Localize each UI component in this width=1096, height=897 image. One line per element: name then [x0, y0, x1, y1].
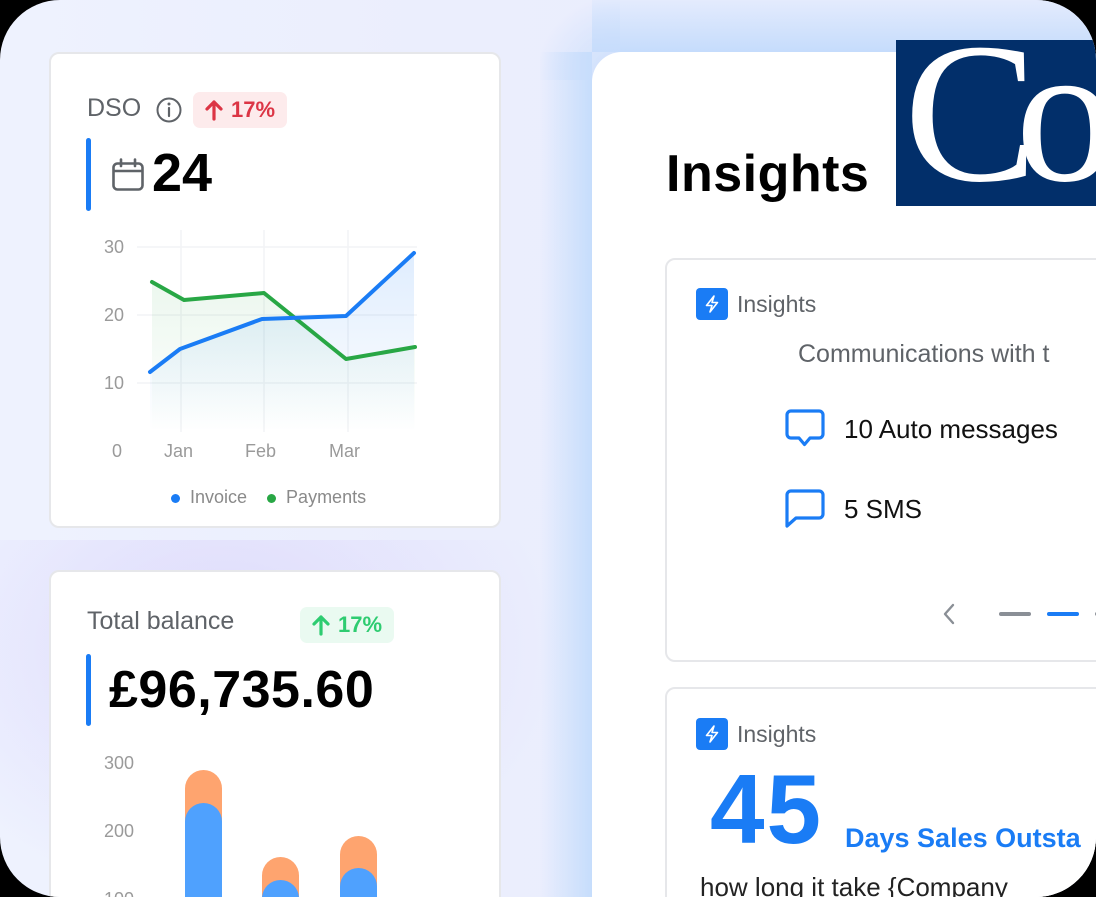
insights-badge: Insights [696, 288, 816, 320]
panel-title: Insights [666, 145, 870, 203]
badge-label: Insights [737, 290, 817, 317]
chevron-left-icon[interactable] [939, 601, 959, 627]
dso-line-chart [137, 230, 417, 432]
dso-value: 24 [152, 143, 213, 203]
y-tick: 10 [104, 373, 125, 393]
y-tick: 30 [104, 237, 125, 257]
company-logo: Co [896, 40, 1096, 206]
communications-heading: Communications with t [798, 340, 1050, 368]
insight-card-communications: Insights Communications with t 10 Auto m… [665, 258, 1096, 662]
message-square-icon [785, 489, 825, 528]
balance-value: £96,735.60 [109, 661, 375, 719]
legend-item-payments: Payments [267, 487, 366, 508]
y-tick: 200 [104, 821, 135, 841]
legend-label: Invoice [190, 487, 248, 507]
list-item-auto-messages: 10 Auto messages [784, 408, 1058, 450]
dso-big-number: 45 [710, 754, 824, 864]
legend-dot-icon [171, 493, 180, 503]
calendar-icon [112, 158, 144, 191]
dso-change-badge: 17% [193, 92, 288, 128]
y-tick: 100 [104, 889, 134, 897]
x-tick: Jan [164, 441, 194, 461]
list-item-sms: 5 SMS [784, 488, 922, 530]
y-tick: 300 [104, 753, 135, 773]
arrow-up-icon [312, 615, 330, 636]
item-label: 5 SMS [844, 493, 923, 524]
y-tick: 0 [112, 441, 123, 461]
pager-dot-active[interactable] [1047, 612, 1079, 616]
badge-label: Insights [737, 720, 817, 747]
balance-change-badge: 17% [300, 607, 395, 643]
legend-item-invoice: Invoice [171, 487, 247, 508]
chart-legend: Invoice Payments [171, 487, 366, 508]
y-tick: 20 [104, 305, 125, 325]
x-tick: Mar [329, 441, 360, 461]
insights-badge: Insights [696, 718, 816, 750]
accent-bar [86, 138, 91, 211]
panel-glow [540, 52, 592, 897]
balance-bar-chart [185, 770, 377, 897]
balance-change-value: 17% [338, 612, 383, 637]
info-icon[interactable] [155, 96, 183, 124]
carousel-pager [939, 601, 1096, 627]
insight-card-dso: Insights [665, 687, 1096, 897]
chat-bubble-icon [785, 409, 825, 447]
dso-title: DSO [87, 94, 142, 122]
pager-dot[interactable] [999, 612, 1031, 616]
dso-metric-label: Days Sales Outsta [845, 823, 1081, 853]
lightning-icon [696, 718, 728, 750]
accent-bar [86, 654, 91, 726]
logo-text: Co [904, 40, 1096, 206]
legend-dot-icon [267, 493, 277, 503]
legend-label: Payments [286, 487, 367, 507]
lightning-icon [696, 288, 728, 320]
dso-description: how long it take {Company [700, 872, 1008, 897]
item-label: 10 Auto messages [844, 413, 1058, 444]
arrow-up-icon [205, 100, 223, 121]
balance-title: Total balance [87, 607, 235, 635]
dso-card: DSO 17% 24 30 20 10 0 Jan Feb Mar [49, 52, 501, 528]
x-tick: Feb [245, 441, 277, 461]
total-balance-card: Total balance 17% £96,735.60 300 200 100 [49, 570, 501, 897]
dso-change-value: 17% [231, 97, 276, 122]
